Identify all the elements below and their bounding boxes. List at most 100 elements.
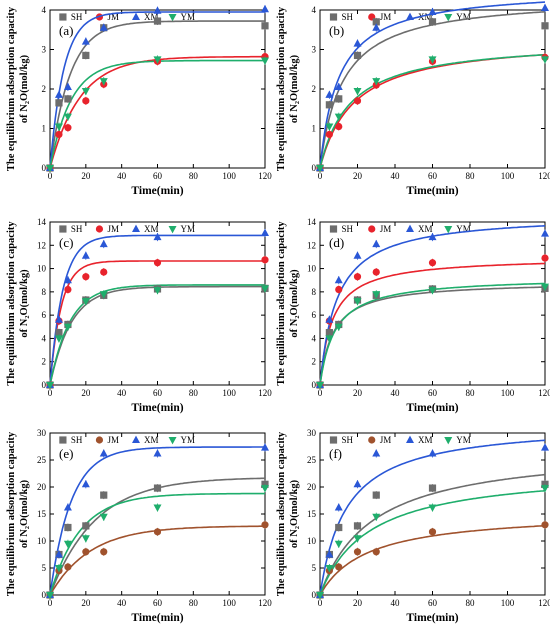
marker-square	[64, 95, 72, 103]
y-tick-label: 2	[312, 357, 317, 367]
y-tick-label: 1	[312, 124, 317, 134]
panel-label: (f)	[329, 446, 342, 461]
marker-circle	[64, 124, 72, 132]
marker-triangle-down	[99, 78, 108, 86]
panel-label: (e)	[59, 446, 73, 461]
y-tick-label: 10	[37, 264, 47, 274]
series-xm-points	[316, 3, 549, 172]
y-tick-label: 30	[307, 428, 317, 438]
legend-item-sh: SH	[59, 224, 83, 234]
legend-item-sh: SH	[329, 435, 354, 445]
y-tick-label: 6	[42, 310, 47, 320]
legend-item-ym: YM	[444, 224, 471, 234]
legend-label: XM	[418, 12, 433, 22]
marker-triangle-up	[406, 435, 414, 443]
marker-square	[353, 51, 362, 60]
marker-triangle-down	[46, 382, 54, 390]
marker-square	[55, 99, 63, 107]
legend-label: JM	[380, 12, 392, 22]
y-tick-label: 3	[312, 45, 317, 55]
series-ym-points	[46, 284, 269, 390]
panel-label: (d)	[329, 235, 344, 250]
plot-frame	[319, 9, 546, 169]
legend-label: YM	[456, 12, 471, 22]
marker-circle	[95, 436, 104, 444]
marker-square	[59, 13, 67, 21]
x-tick-label: 20	[81, 388, 91, 398]
y-tick-label: 1	[42, 124, 47, 134]
legend-label: XM	[144, 224, 159, 234]
marker-triangle-down	[81, 535, 90, 543]
marker-circle	[428, 528, 437, 536]
marker-square	[372, 491, 380, 499]
marker-triangle-up	[153, 449, 162, 457]
marker-circle	[541, 521, 549, 529]
marker-triangle-up	[372, 23, 381, 31]
marker-triangle-down	[316, 592, 324, 600]
marker-triangle-up	[63, 503, 72, 511]
marker-circle	[335, 563, 343, 571]
series-sh-points	[46, 480, 269, 599]
y-tick-label: 12	[37, 240, 46, 250]
marker-triangle-up	[325, 90, 334, 98]
y-tick-label: 10	[307, 536, 317, 546]
series-ym-points	[316, 282, 549, 390]
y-axis-label-line2: of N₂O(mol/kg)	[19, 479, 30, 548]
fit-curve-jm	[49, 260, 265, 386]
panel-a: 0 20 40 60 80 100 120 0 1 2 3 4 Time(min) The equilib…	[6, 4, 272, 197]
marker-triangle-up	[261, 228, 269, 237]
legend-item-xm: XM	[406, 435, 433, 445]
x-tick-label: 120	[538, 171, 550, 181]
legend-label: YM	[456, 435, 471, 445]
x-tick-label: 80	[189, 171, 199, 181]
marker-circle	[368, 225, 376, 233]
marker-square	[541, 22, 549, 30]
legend-item-jm: JM	[368, 435, 391, 445]
legend-label: XM	[144, 12, 159, 22]
marker-triangle-up	[81, 251, 90, 259]
marker-triangle-down	[353, 535, 362, 543]
marker-circle	[64, 563, 72, 571]
marker-triangle-up	[325, 315, 334, 323]
y-tick-label: 20	[307, 482, 317, 492]
y-tick-label: 10	[37, 536, 47, 546]
legend-label: XM	[418, 224, 433, 234]
series-ym-points	[46, 55, 269, 173]
marker-square	[353, 522, 362, 530]
marker-triangle-down	[353, 298, 362, 306]
x-tick-label: 100	[501, 388, 515, 398]
x-tick-label: 20	[353, 598, 363, 608]
marker-triangle-up	[132, 12, 140, 20]
y-tick-label: 14	[307, 217, 317, 227]
marker-triangle-up	[334, 275, 343, 284]
x-tick-label: 80	[466, 171, 476, 181]
y-tick-label: 8	[42, 287, 47, 297]
plot-frame	[319, 221, 546, 386]
marker-triangle-down	[372, 291, 381, 299]
x-tick-label: 120	[258, 388, 272, 398]
x-axis-label: Time(min)	[131, 402, 183, 414]
marker-triangle-down	[63, 113, 72, 122]
fit-curve-xm	[319, 225, 546, 386]
marker-circle	[100, 548, 108, 556]
fit-curve-ym	[49, 59, 265, 169]
legend-label: SH	[71, 224, 83, 234]
marker-triangle-down	[46, 165, 54, 173]
x-tick-label: 80	[466, 388, 476, 398]
legend-item-ym: YM	[168, 224, 195, 234]
marker-triangle-up	[132, 435, 140, 443]
marker-triangle-up	[541, 3, 549, 12]
y-tick-label: 4	[42, 5, 47, 15]
marker-triangle-down	[428, 504, 437, 512]
y-tick-label: 2	[42, 357, 47, 367]
panel-label: (c)	[59, 235, 73, 250]
legend-item-xm: XM	[132, 12, 159, 22]
marker-circle	[372, 548, 380, 556]
x-axis-label: Time(min)	[131, 185, 183, 197]
marker-triangle-down	[372, 513, 381, 522]
marker-triangle-down	[63, 540, 72, 549]
marker-triangle-down	[168, 14, 177, 22]
fit-curve-xm	[49, 234, 265, 386]
marker-triangle-down	[63, 323, 72, 332]
marker-circle	[335, 122, 343, 131]
